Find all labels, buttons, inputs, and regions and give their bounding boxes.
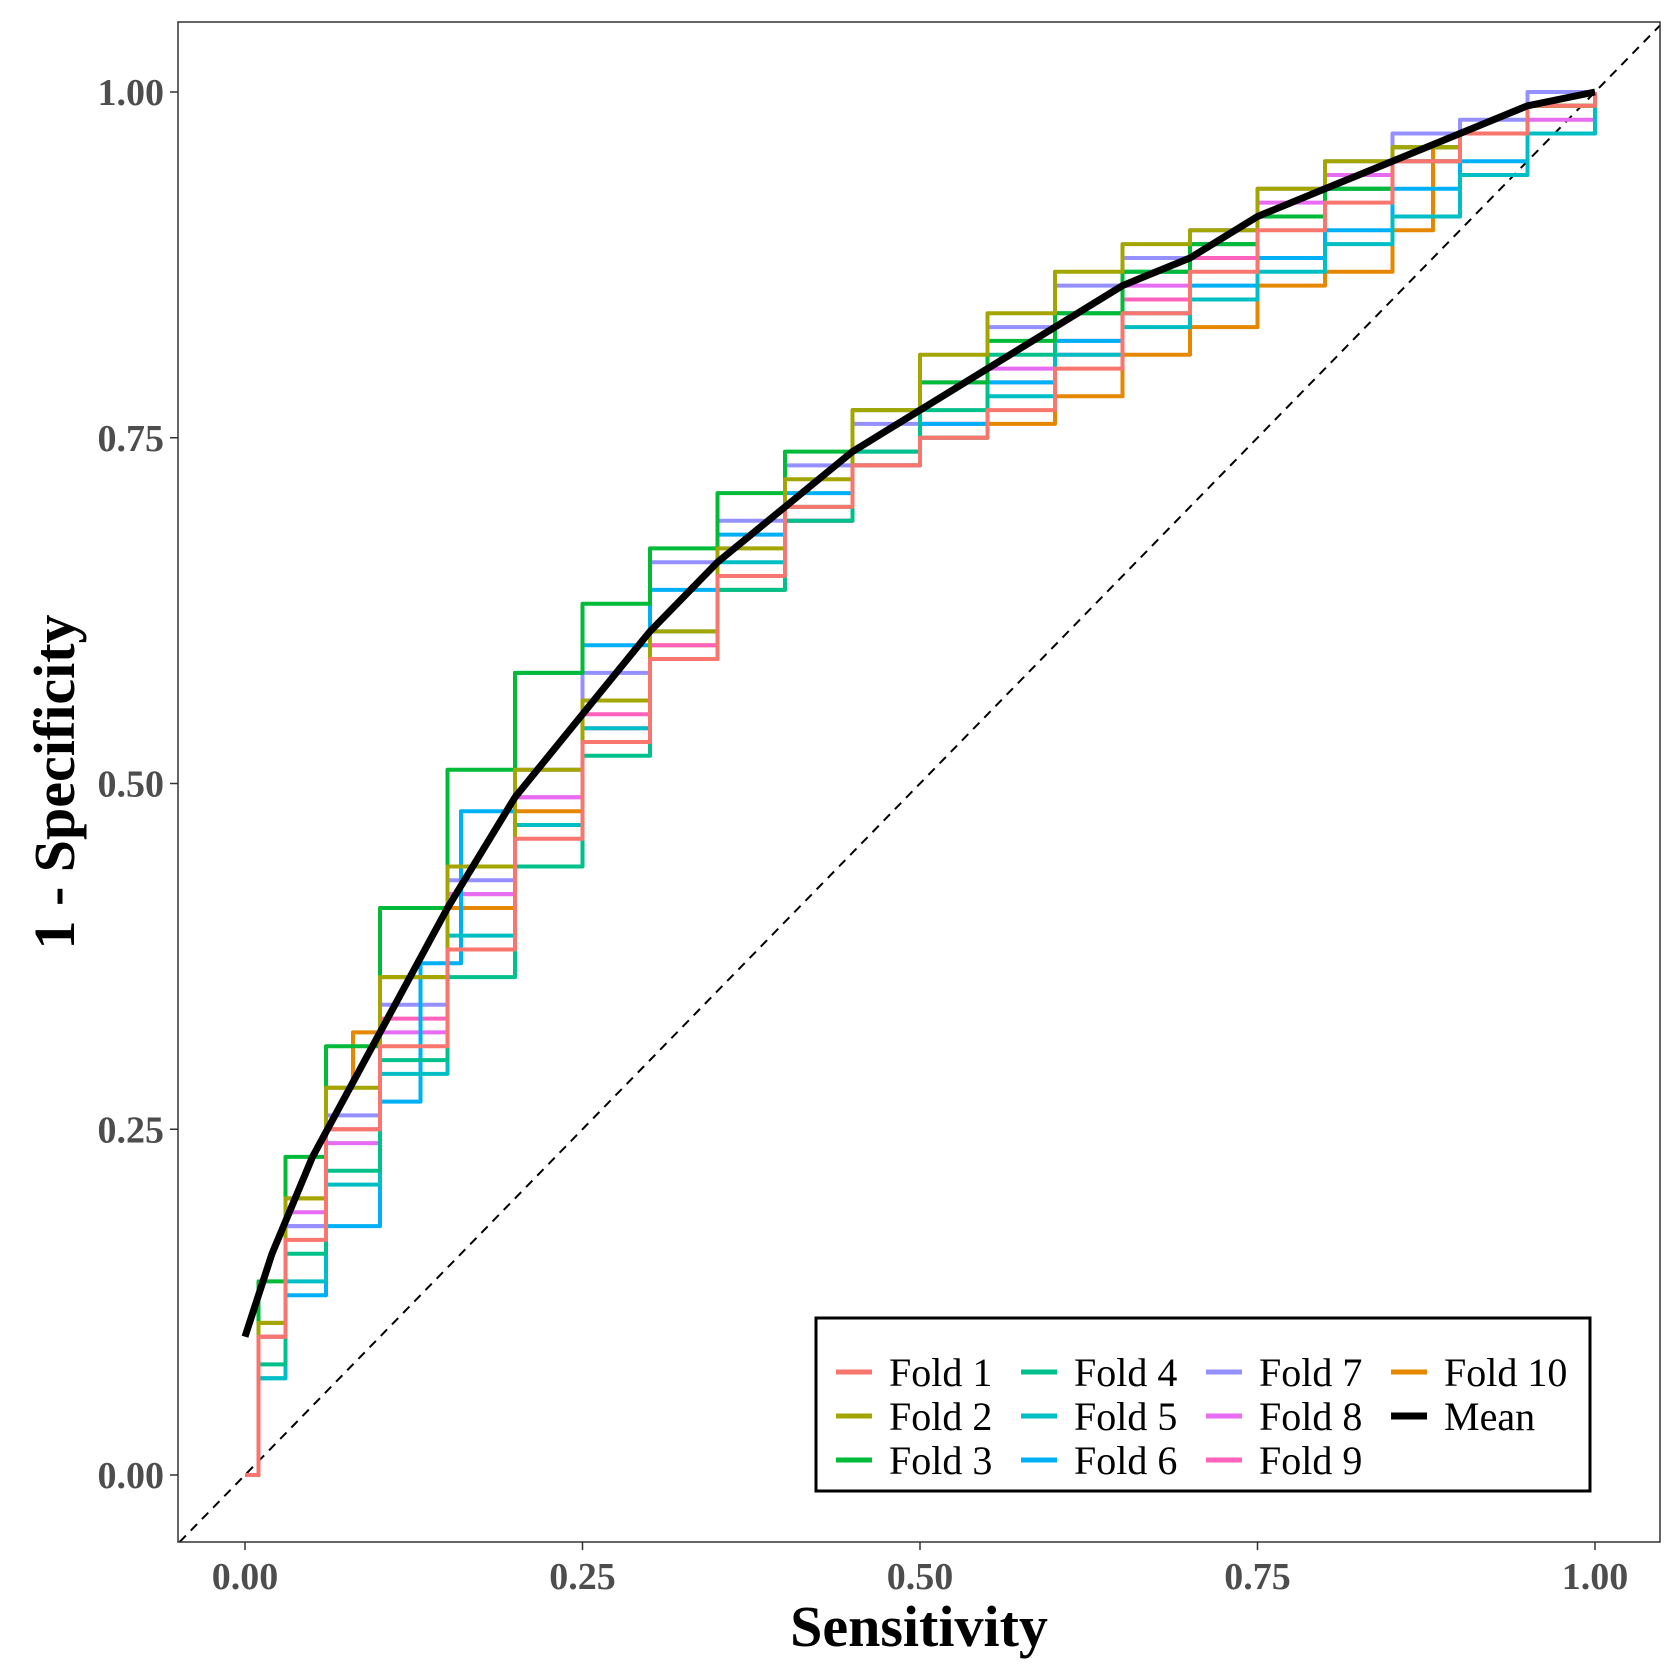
series-line-fold-1 [245, 92, 1597, 1477]
series-line-mean [241, 88, 1596, 1338]
legend-label-mean: Mean [1444, 1394, 1535, 1439]
y-tick-label: 0.50 [98, 764, 165, 806]
legend-label-fold-9: Fold 9 [1259, 1438, 1362, 1483]
plot-panel-border [177, 21, 1661, 1543]
x-tick-label: 1.00 [1562, 1556, 1629, 1598]
legend-label-fold-1: Fold 1 [889, 1350, 992, 1395]
x-axis-title: Sensitivity [790, 1594, 1048, 1659]
legend-label-fold-8: Fold 8 [1259, 1394, 1362, 1439]
legend-label-fold-5: Fold 5 [1074, 1394, 1177, 1439]
x-tick-label: 0.75 [1224, 1556, 1291, 1598]
y-tick-label: 1.00 [98, 72, 165, 114]
reference-diagonal-line [178, 24, 1661, 1543]
legend-label-fold-2: Fold 2 [889, 1394, 992, 1439]
x-tick-label: 0.25 [549, 1556, 616, 1598]
y-tick-label: 0.00 [98, 1455, 165, 1497]
x-tick-label: 0.00 [212, 1556, 279, 1598]
y-tick-label: 0.75 [98, 418, 165, 460]
legend-label-fold-3: Fold 3 [889, 1438, 992, 1483]
legend-label-fold-4: Fold 4 [1074, 1350, 1177, 1395]
y-axis-title: 1 - Specificity [22, 614, 87, 949]
legend-label-fold-10: Fold 10 [1444, 1350, 1567, 1395]
y-tick-label: 0.25 [98, 1109, 165, 1151]
x-tick-label: 0.50 [887, 1556, 954, 1598]
legend-box [814, 1316, 1592, 1493]
legend-label-fold-6: Fold 6 [1074, 1438, 1177, 1483]
legend-label-fold-7: Fold 7 [1259, 1350, 1362, 1395]
